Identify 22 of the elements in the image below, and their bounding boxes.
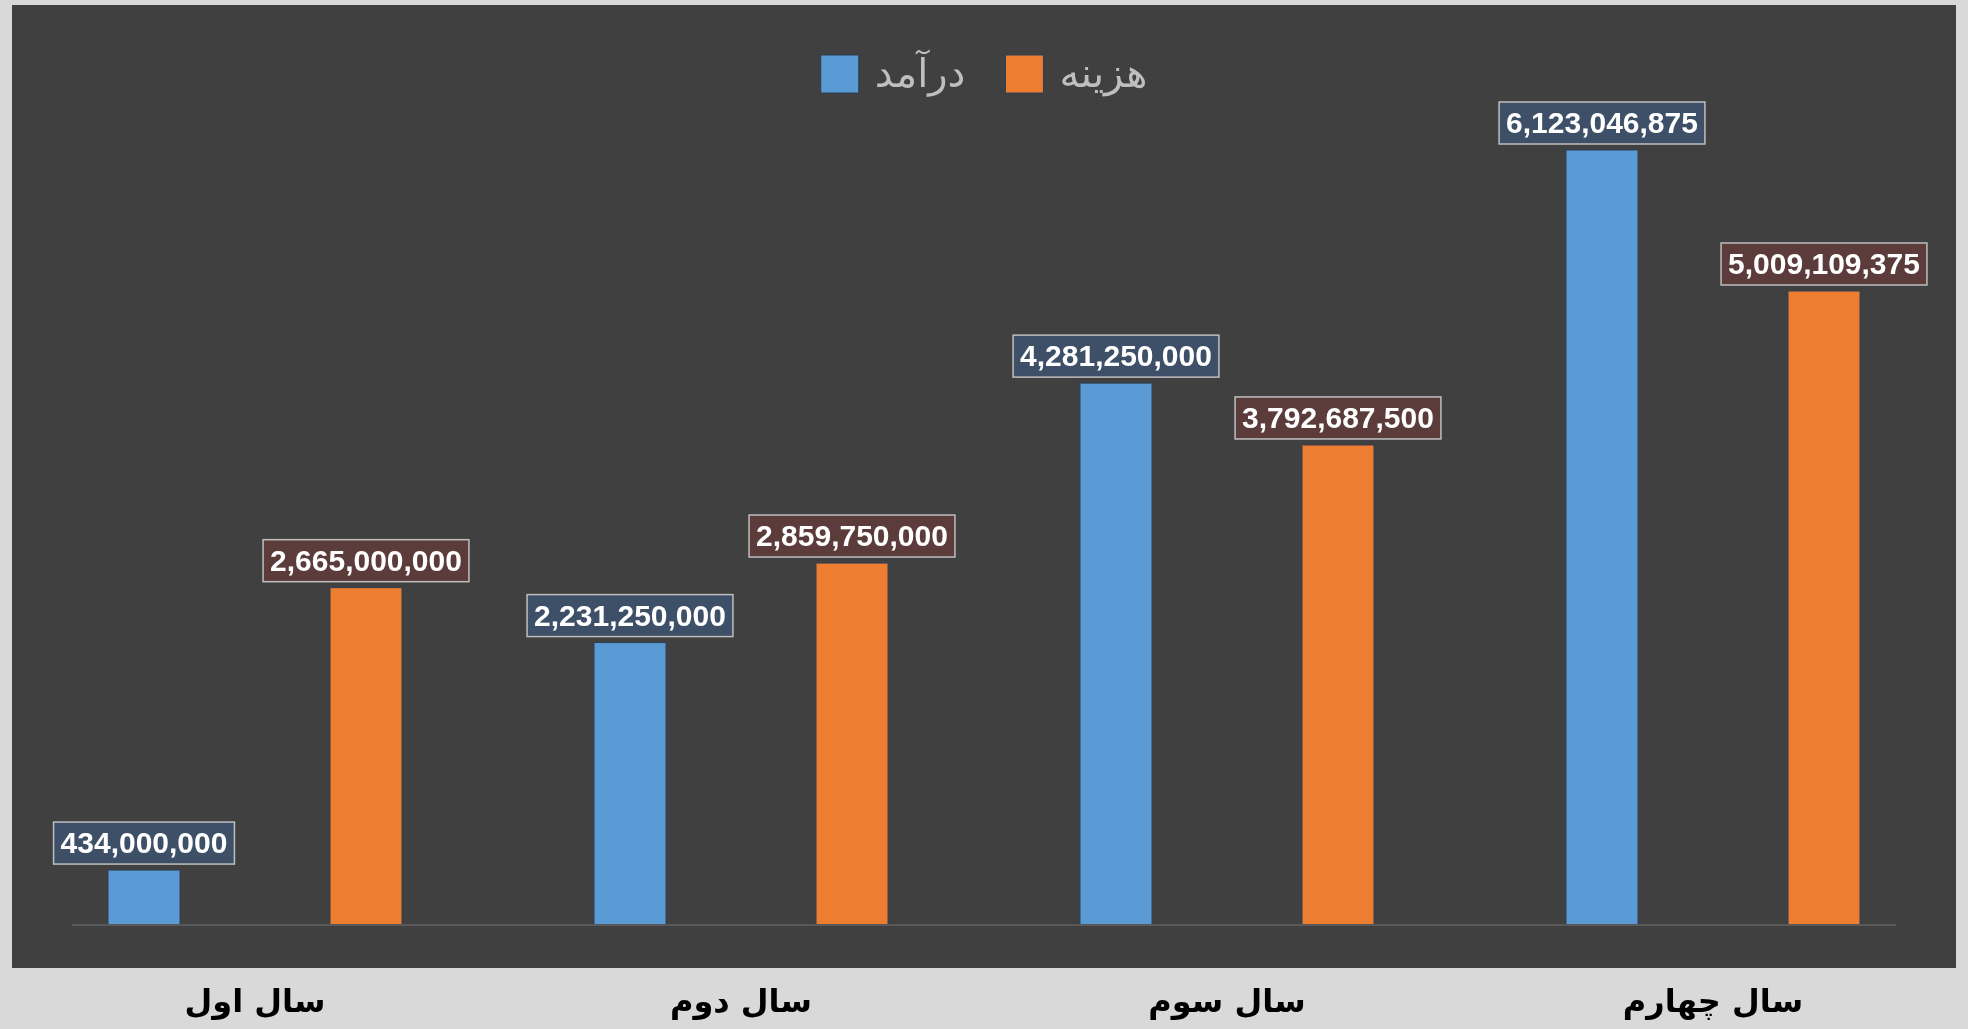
data-label: 5,009,109,375 [1728,246,1920,280]
legend-label: درآمد [874,49,966,97]
data-label: 3,792,687,500 [1242,400,1434,434]
bar [1301,444,1375,926]
legend-label: هزینه [1059,50,1148,97]
x-tick-label: سال دوم [669,982,813,1020]
bar [107,869,181,926]
data-label: 6,123,046,875 [1506,106,1698,139]
data-label: 2,859,750,000 [756,519,948,553]
data-label: 4,281,250,000 [1020,339,1212,373]
bar [1565,149,1639,926]
x-tick-label: سال چهارم [1622,982,1804,1020]
x-tick-label: سال سوم [1148,982,1306,1020]
bar [593,642,667,926]
bar [1787,290,1861,926]
bar [1079,382,1153,926]
data-label: 434,000,000 [60,826,228,860]
data-label: 2,665,000,000 [270,543,462,577]
bar [815,562,889,926]
bar [329,587,403,926]
x-tick-label: سال اول [184,982,326,1020]
data-label: 2,231,250,000 [534,598,726,632]
